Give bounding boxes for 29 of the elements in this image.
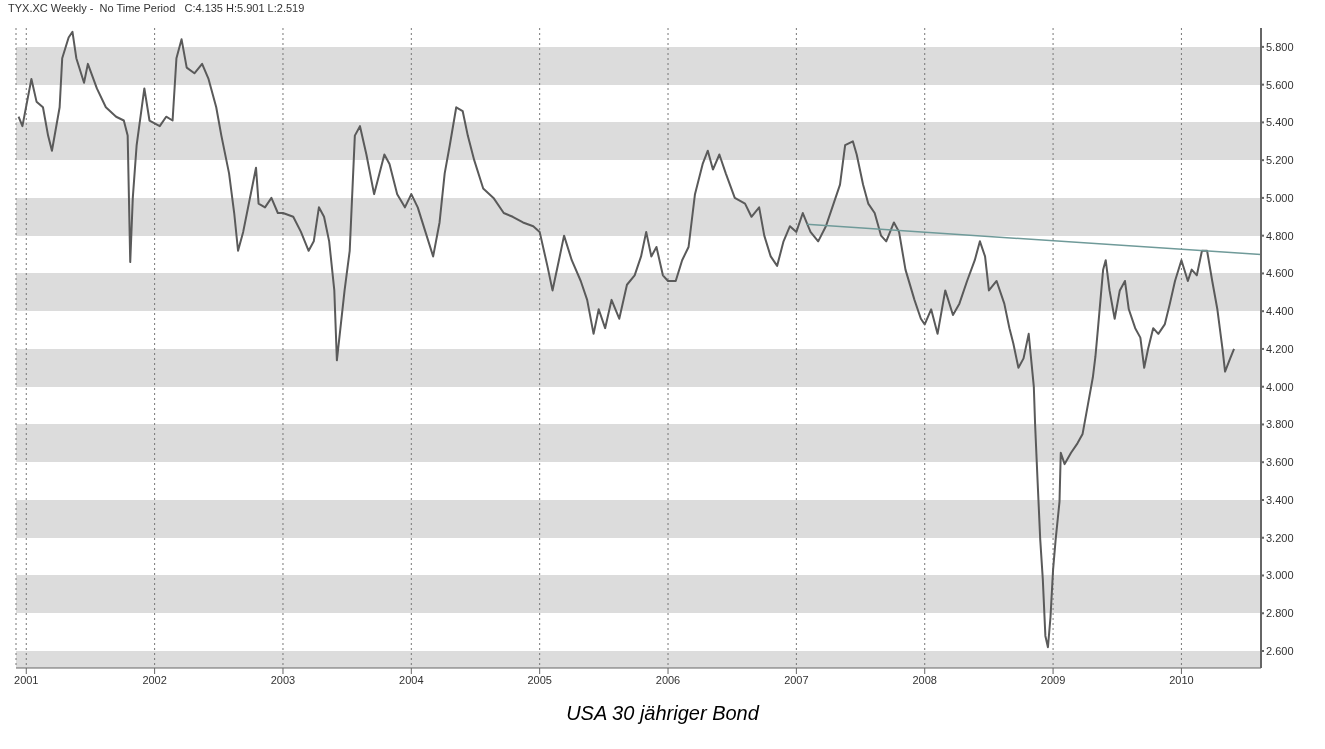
y-tick-label: 3.600 bbox=[1266, 456, 1294, 469]
y-tick-label: 5.200 bbox=[1266, 154, 1294, 167]
y-tick-label: 4.600 bbox=[1266, 267, 1294, 280]
y-tick-label: 3.400 bbox=[1266, 493, 1294, 506]
y-tick-label: 5.600 bbox=[1266, 78, 1294, 91]
y-tick-label: 5.400 bbox=[1266, 116, 1294, 129]
x-tick-label: 2008 bbox=[912, 673, 937, 686]
y-tick-label: 2.600 bbox=[1266, 644, 1294, 657]
y-tick-label: 3.200 bbox=[1266, 531, 1294, 544]
y-tick-label: 5.000 bbox=[1266, 191, 1294, 204]
x-tick-label: 2009 bbox=[1040, 673, 1066, 686]
x-tick-label: 2003 bbox=[270, 673, 296, 686]
y-tick-label: 3.800 bbox=[1266, 418, 1294, 431]
x-tick-label: 2006 bbox=[655, 673, 681, 686]
y-tick-label: 5.800 bbox=[1266, 40, 1294, 53]
y-tick-label: 4.400 bbox=[1266, 305, 1294, 318]
y-tick-label: 4.200 bbox=[1266, 342, 1294, 355]
x-tick-label: 2007 bbox=[784, 673, 809, 686]
y-tick-label: 2.800 bbox=[1266, 607, 1294, 620]
y-tick-label: 3.000 bbox=[1266, 569, 1294, 582]
x-tick-label: 2004 bbox=[399, 673, 424, 686]
text: USA 30 jähriger Bond bbox=[565, 702, 761, 725]
x-tick-label: 2005 bbox=[527, 673, 552, 686]
y-tick-label: 4.000 bbox=[1266, 380, 1294, 393]
y-tick-label: 4.800 bbox=[1266, 229, 1294, 242]
chart-title: TYX.XC Weekly - No Time Period C:4.135 H:5.901 L:2.519 bbox=[8, 2, 305, 14]
x-tick-label: 2010 bbox=[1169, 673, 1194, 686]
x-tick-label: 2002 bbox=[142, 673, 167, 686]
x-tick-label: 2001 bbox=[14, 673, 39, 686]
